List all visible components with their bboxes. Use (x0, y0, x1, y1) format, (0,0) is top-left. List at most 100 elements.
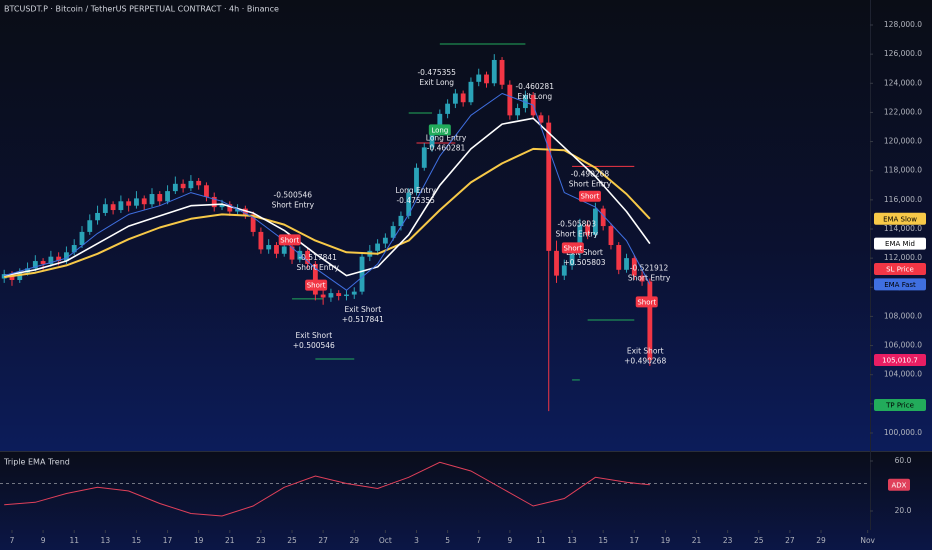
annotation-line: -0.475355 (396, 196, 435, 205)
candle-body (297, 250, 303, 260)
signal-tag-label: Short (637, 298, 656, 306)
candle-body (608, 226, 614, 246)
candle-body (48, 256, 54, 264)
indicator-title: Triple EMA Trend (3, 458, 70, 467)
candle-body (118, 201, 124, 211)
trade-annotation: Long Entry -0.475355 (395, 186, 436, 205)
candle-body (421, 147, 427, 168)
x-tick-label: 21 (692, 536, 702, 545)
candle-body (398, 215, 404, 227)
candle-body (336, 293, 342, 297)
y-tick-label: 120,000.0 (884, 137, 922, 146)
x-tick-label: 11 (69, 536, 79, 545)
candle-body (32, 261, 38, 269)
annotation-line: -0.517841 (298, 253, 337, 262)
candle-body (522, 94, 528, 109)
candle-body (266, 245, 272, 250)
annotation-line: Exit Short (295, 331, 332, 340)
candle-body (569, 253, 575, 266)
annotation-line: -0.500546 (274, 190, 313, 199)
trade-annotation: Long Entry -0.460281 (426, 134, 467, 153)
x-tick-label: 5 (445, 536, 450, 545)
signal-tag (561, 242, 584, 254)
trade-annotation: -0.475355 Exit Long (417, 68, 456, 87)
y-tick-label: 124,000.0 (884, 78, 922, 87)
candle-body (359, 256, 365, 292)
candle-body (235, 208, 240, 212)
annotation-line: Short Entry (628, 273, 671, 282)
signal-tag (578, 190, 601, 202)
candle-body (79, 231, 85, 246)
trade-annotation: Exit Short +0.505803 (563, 248, 605, 267)
y-tick-label: 112,000.0 (884, 253, 922, 262)
candle-body (554, 250, 559, 276)
candle-body (390, 226, 396, 238)
annotation-line: -0.460281 (515, 82, 554, 91)
x-tick-label: 7 (10, 536, 15, 545)
y-tick-label: 122,000.0 (884, 107, 922, 116)
annotation-line: Short Entry (569, 179, 612, 188)
tp-tag (874, 399, 926, 412)
annotation-line: -0.460281 (427, 144, 466, 153)
y-tick-label: 114,000.0 (884, 224, 922, 233)
ema-line (4, 93, 651, 291)
x-tick-label: 25 (754, 536, 764, 545)
candle-body (165, 191, 170, 202)
candle-body (289, 246, 295, 260)
candle-body (600, 208, 606, 227)
y-tick-label: 108,000.0 (884, 311, 922, 320)
annotation-line: Exit Short (344, 305, 381, 314)
x-tick-label: 17 (630, 536, 640, 545)
annotation-line: -0.505803 (557, 220, 596, 229)
x-tick-label: 7 (476, 536, 481, 545)
candle-body (375, 243, 381, 251)
x-tick-label: 13 (101, 536, 111, 545)
candle-body (110, 204, 116, 211)
ema-tag (874, 237, 926, 250)
y-tick-label: 126,000.0 (884, 49, 922, 58)
x-tick-label: 19 (194, 536, 204, 545)
candle-body (507, 84, 513, 116)
x-tick-label: 17 (163, 536, 173, 545)
ema-tag-label: EMA Mid (885, 240, 915, 248)
annotation-line: Long Entry (395, 186, 436, 195)
candle-body (141, 198, 147, 205)
x-tick-label: Oct (379, 536, 392, 545)
trade-annotation: -0.500546 Short Entry (272, 190, 315, 209)
x-tick-label: 23 (723, 536, 733, 545)
candle-body (631, 258, 637, 276)
candle-body (258, 231, 264, 250)
y-tick-label: 118,000.0 (884, 166, 922, 175)
signal-tag (278, 234, 301, 246)
candle-body (351, 291, 357, 295)
candle-body (647, 281, 653, 360)
candle-body (95, 212, 100, 221)
candle-body (344, 294, 349, 297)
indicator-y-tick-label: 20.0 (895, 506, 912, 515)
annotation-line: Exit Short (627, 346, 664, 355)
candle-body (328, 293, 334, 298)
annotation-line: Exit Long (419, 78, 454, 87)
ema-tag (874, 212, 926, 225)
x-tick-label: 27 (318, 536, 328, 545)
x-tick-label: 29 (816, 536, 826, 545)
signal-tag-label: Short (563, 244, 582, 252)
annotation-line: +0.505803 (563, 258, 605, 267)
trade-annotation: Exit Short +0.517841 (342, 305, 384, 324)
candle-body (56, 256, 62, 262)
signal-tag (428, 124, 451, 136)
candle-body (126, 201, 132, 206)
x-tick-label: Nov (860, 536, 875, 545)
annotation-line: Short Entry (555, 230, 598, 239)
trade-annotation: -0.517841 Short Entry (296, 253, 339, 272)
candle-body (64, 252, 69, 262)
ema-tag-label: EMA Fast (884, 281, 916, 289)
x-tick-label: 15 (132, 536, 142, 545)
signal-tag-label: Short (307, 282, 326, 290)
candle-body (204, 185, 209, 197)
candle-body (484, 74, 489, 84)
candle-body (320, 294, 326, 298)
last-price-tag (874, 353, 926, 366)
y-tick-label: 116,000.0 (884, 195, 922, 204)
